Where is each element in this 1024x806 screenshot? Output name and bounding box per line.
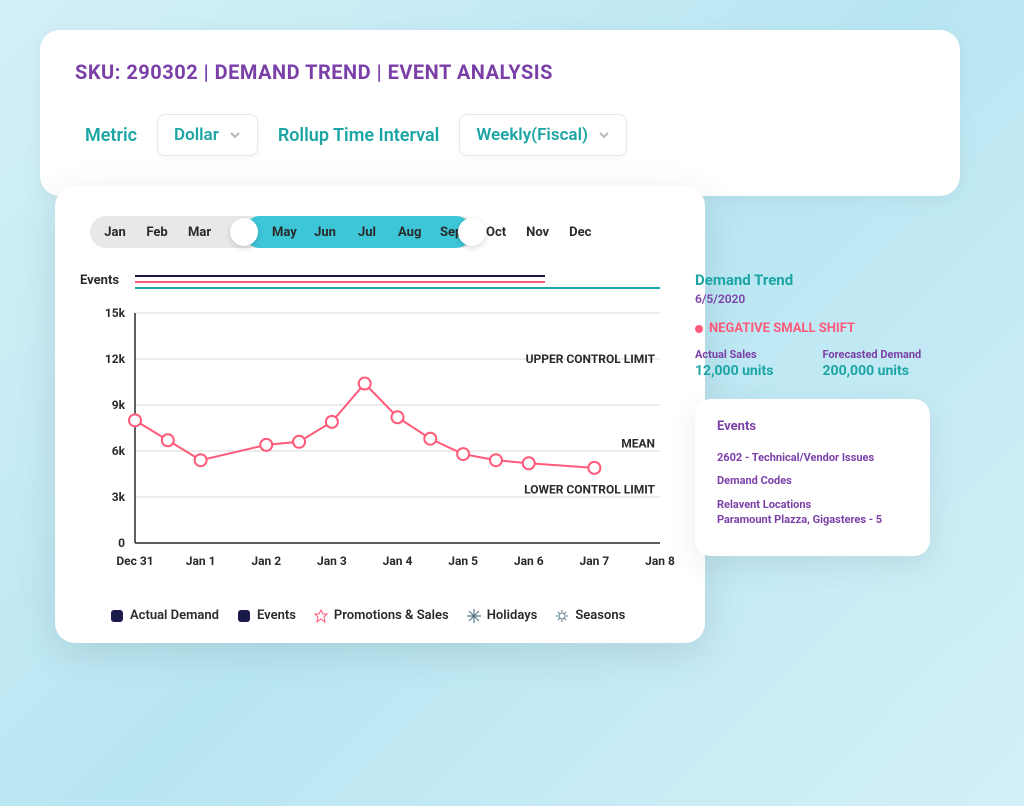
month-nov[interactable]: Nov [516, 225, 559, 240]
legend-label: Seasons [575, 608, 625, 623]
actual-sales-block: Actual Sales 12,000 units [695, 348, 803, 379]
demand-trend-date: 6/5/2020 [695, 292, 930, 306]
page-title: SKU: 290302 | DEMAND TREND | EVENT ANALY… [75, 60, 925, 84]
svg-text:Jan 4: Jan 4 [383, 554, 413, 568]
svg-text:12k: 12k [105, 352, 126, 366]
legend-item: Events [237, 608, 296, 623]
svg-text:Jan 5: Jan 5 [448, 554, 478, 568]
month-jun[interactable]: Jun [304, 225, 346, 240]
rollup-value: Weekly(Fiscal) [476, 125, 588, 145]
svg-text:Jan 3: Jan 3 [317, 554, 347, 568]
shift-indicator: NEGATIVE SMALL SHIFT [695, 321, 930, 336]
svg-text:Dec 31: Dec 31 [116, 554, 153, 568]
metric-dropdown[interactable]: Dollar [157, 114, 258, 156]
metrics-row: Actual Sales 12,000 units Forecasted Dem… [695, 348, 930, 379]
svg-text:MEAN: MEAN [621, 436, 655, 450]
svg-text:Jan 6: Jan 6 [514, 554, 544, 568]
slider-handle-left[interactable] [230, 218, 258, 246]
month-may[interactable]: May [262, 225, 304, 240]
main-card: SKU: 290302 | DEMAND TREND | EVENT ANALY… [40, 30, 960, 196]
event-line [135, 275, 545, 277]
month-jul[interactable]: Jul [346, 225, 388, 240]
line-chart: 0 3k 6k 9k 12k 15k Dec 31 Jan 1 Jan 2 Jan 3 Jan 4 J… [80, 303, 680, 583]
rollup-dropdown[interactable]: Weekly(Fiscal) [459, 114, 627, 156]
events-panel-title: Events [717, 419, 908, 434]
forecast-block: Forecasted Demand 200,000 units [823, 348, 931, 379]
legend-item: Holidays [467, 608, 538, 623]
month-slider[interactable]: JanFebMarAprMayJunJulAugSep OctNovDec [80, 216, 680, 248]
svg-text:0: 0 [118, 536, 125, 550]
chart-area: Events 0 3k 6k 9k 12k 15k Dec 31 Jan 1 Jan 2 Jan … [80, 273, 680, 593]
legend-label: Events [257, 608, 296, 623]
actual-sales-label: Actual Sales [695, 348, 803, 361]
month-feb[interactable]: Feb [136, 225, 178, 240]
event-line [135, 281, 545, 283]
events-panel: Events 2602 - Technical/Vendor Issues Dem… [695, 399, 930, 556]
slider-handle-right[interactable] [458, 218, 486, 246]
metric-label: Metric [85, 125, 137, 146]
actual-sales-value: 12,000 units [695, 363, 803, 379]
shift-dot-icon [695, 325, 703, 333]
demand-trend-title: Demand Trend [695, 271, 930, 289]
legend-label: Promotions & Sales [334, 608, 449, 623]
event-line [135, 287, 660, 289]
chevron-down-icon [598, 129, 610, 141]
events-axis-label: Events [80, 273, 119, 288]
legend-label: Actual Demand [130, 608, 219, 623]
svg-text:3k: 3k [112, 490, 126, 504]
svg-text:6k: 6k [112, 444, 126, 458]
month-track: JanFebMarAprMayJunJulAugSep [90, 216, 476, 248]
svg-text:Jan 8: Jan 8 [645, 554, 675, 568]
rollup-label: Rollup Time Interval [278, 125, 440, 146]
season-icon [555, 609, 569, 623]
svg-text:9k: 9k [112, 398, 126, 412]
chevron-down-icon [229, 129, 241, 141]
svg-text:LOWER CONTROL LIMIT: LOWER CONTROL LIMIT [524, 482, 655, 496]
svg-text:Jan 2: Jan 2 [251, 554, 281, 568]
demand-trend-panel: Demand Trend 6/5/2020 NEGATIVE SMALL SHI… [695, 271, 930, 379]
event-lines [135, 275, 660, 293]
month-dec[interactable]: Dec [559, 225, 601, 240]
side-panels: Demand Trend 6/5/2020 NEGATIVE SMALL SHI… [695, 271, 930, 556]
legend-label: Holidays [487, 608, 538, 623]
square-icon [237, 609, 251, 623]
holiday-icon [467, 609, 481, 623]
legend-item: Actual Demand [110, 608, 219, 623]
promo-icon [314, 609, 328, 623]
legend-item: Promotions & Sales [314, 608, 449, 623]
svg-text:UPPER CONTROL LIMIT: UPPER CONTROL LIMIT [526, 352, 656, 366]
metric-value: Dollar [174, 125, 219, 145]
legend-item: Seasons [555, 608, 625, 623]
month-mar[interactable]: Mar [178, 225, 220, 240]
events-panel-item: 2602 - Technical/Vendor Issues [717, 450, 908, 465]
chart-card: JanFebMarAprMayJunJulAugSep OctNovDec Ev… [55, 186, 705, 643]
forecast-value: 200,000 units [823, 363, 931, 379]
svg-text:15k: 15k [105, 306, 126, 320]
month-aug[interactable]: Aug [388, 225, 430, 240]
forecast-label: Forecasted Demand [823, 348, 931, 361]
shift-text: NEGATIVE SMALL SHIFT [709, 321, 855, 336]
events-panel-item: Relavent LocationsParamount Plazza, Giga… [717, 497, 908, 528]
controls-row: Metric Dollar Rollup Time Interval Weekl… [75, 114, 925, 156]
square-icon [110, 609, 124, 623]
svg-text:Jan 7: Jan 7 [580, 554, 610, 568]
events-panel-item: Demand Codes [717, 473, 908, 488]
chart-legend: Actual Demand Events Promotions & Sales Hol… [80, 608, 680, 623]
month-jan[interactable]: Jan [94, 225, 136, 240]
svg-text:Jan 1: Jan 1 [186, 554, 216, 568]
